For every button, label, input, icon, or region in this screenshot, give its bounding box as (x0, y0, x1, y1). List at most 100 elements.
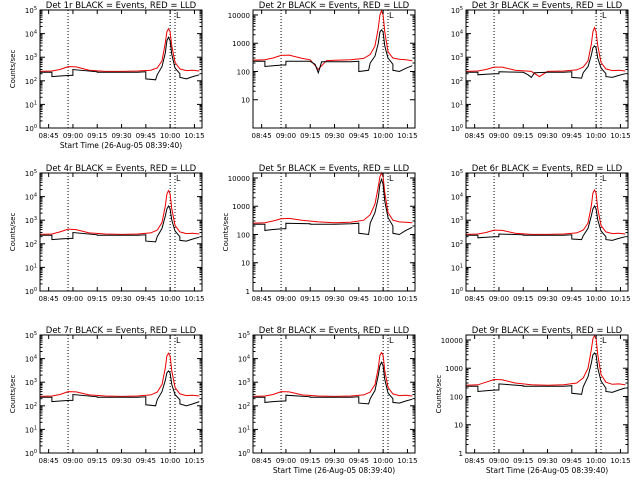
y-tick-base: 10000 (228, 175, 250, 183)
x-tick-label: 10:15 (610, 295, 630, 303)
panel-title: Det 7r BLACK = Events, RED = LLD (46, 326, 197, 336)
y-tick-base: 10 (451, 101, 460, 109)
detector-panel-9: Det 9r BLACK = Events, RED = LLD Counts/s… (435, 326, 631, 475)
y-tick-label: 102 (25, 402, 37, 411)
y-tick-label: 101 (451, 263, 463, 272)
y-tick-label: 104 (25, 30, 37, 39)
y-tick-base: 10 (25, 217, 34, 225)
events-series-line (40, 370, 200, 407)
lld-series-line (253, 9, 413, 71)
x-tick-label: 09:00 (63, 132, 83, 140)
events-series-line (253, 361, 413, 405)
lld-series-line (466, 188, 626, 235)
y-tick-label: 101 (451, 100, 463, 109)
x-tick-label: 09:00 (276, 132, 296, 140)
y-tick-base: 10 (25, 7, 34, 15)
y-tick-exponent: 3 (460, 53, 463, 59)
y-tick-label: 105 (451, 169, 463, 178)
x-tick-label: 09:30 (111, 457, 131, 465)
x-tick-label: 10:15 (397, 457, 417, 465)
y-tick-exponent: 1 (34, 425, 37, 431)
x-tick-label: 10:15 (184, 295, 204, 303)
y-tick-base: 10 (451, 170, 460, 178)
y-tick-base: 10 (25, 379, 34, 387)
x-tick-label: 10:15 (610, 457, 630, 465)
x-tick-label: 09:15 (513, 295, 533, 303)
detector-panel-3: Det 3r BLACK = Events, RED = LLD 08:45 09:… (451, 1, 631, 140)
events-series-line (466, 204, 626, 241)
lld-series-line (253, 351, 413, 397)
y-tick-label: 103 (451, 53, 463, 62)
y-tick-base: 100 (450, 393, 463, 401)
y-tick-exponent: 5 (460, 169, 463, 175)
y-tick-base: 10 (451, 125, 460, 133)
legend-marker: L (389, 336, 394, 345)
x-tick-label: 09:45 (562, 132, 582, 140)
y-tick-label: 10000 (228, 175, 250, 183)
x-tick-label: 10:15 (397, 295, 417, 303)
y-tick-exponent: 2 (460, 77, 463, 83)
y-tick-exponent: 1 (460, 263, 463, 269)
x-tick-label: 09:00 (489, 295, 509, 303)
y-tick-exponent: 0 (460, 124, 463, 130)
lld-series-line (40, 189, 200, 235)
y-tick-label: 102 (25, 240, 37, 249)
y-tick-exponent: 5 (34, 331, 37, 337)
y-tick-base: 10 (454, 422, 463, 430)
y-tick-base: 10 (25, 264, 34, 272)
x-tick-label: 09:30 (537, 295, 557, 303)
y-tick-exponent: 1 (34, 263, 37, 269)
y-tick-label: 105 (25, 6, 37, 15)
x-tick-label: 10:15 (184, 132, 204, 140)
x-tick-label: 10:00 (160, 295, 180, 303)
x-tick-label: 08:45 (465, 457, 485, 465)
y-tick-base: 10 (25, 241, 34, 249)
y-tick-exponent: 4 (247, 355, 250, 361)
legend-marker: L (602, 174, 607, 183)
plot-frame (252, 9, 416, 129)
lld-series-line (466, 334, 626, 386)
y-tick-label: 105 (451, 6, 463, 15)
y-tick-label: 103 (25, 53, 37, 62)
y-tick-label: 10 (241, 260, 250, 268)
y-tick-exponent: 4 (34, 355, 37, 361)
y-tick-exponent: 2 (34, 402, 37, 408)
y-tick-label: 10 (241, 97, 250, 105)
x-tick-label: 09:15 (87, 132, 107, 140)
x-tick-label: 09:45 (136, 132, 156, 140)
x-tick-label: 10:00 (586, 132, 606, 140)
y-axis-label: Counts/sec (222, 213, 230, 252)
y-axis-label: Counts/sec (9, 50, 17, 89)
x-tick-label: 09:30 (324, 295, 344, 303)
y-tick-exponent: 2 (34, 77, 37, 83)
x-tick-label: 10:00 (373, 295, 393, 303)
x-tick-label: 09:30 (111, 132, 131, 140)
y-axis-label: Counts/sec (9, 213, 17, 252)
y-tick-base: 10 (25, 426, 34, 434)
x-tick-label: 10:00 (373, 457, 393, 465)
y-tick-base: 10 (238, 356, 247, 364)
x-tick-label: 09:45 (562, 457, 582, 465)
y-tick-label: 100 (451, 287, 463, 296)
panel-title: Det 8r BLACK = Events, RED = LLD (259, 326, 410, 336)
x-tick-label: 09:15 (513, 132, 533, 140)
x-tick-label: 09:15 (87, 295, 107, 303)
x-axis-label: Start Time (26-Aug-05 08:39:40) (273, 466, 395, 475)
x-tick-label: 09:15 (87, 457, 107, 465)
x-tick-label: 09:45 (136, 457, 156, 465)
legend-marker: L (602, 336, 607, 345)
y-tick-label: 101 (25, 425, 37, 434)
plot-frame (252, 172, 416, 292)
x-tick-label: 08:45 (39, 295, 59, 303)
y-tick-label: 1000 (232, 203, 250, 211)
y-tick-base: 10000 (228, 12, 250, 20)
y-axis-label: Counts/sec (9, 375, 17, 414)
detector-panel-8: Det 8r BLACK = Events, RED = LLD Start Ti… (238, 326, 418, 475)
x-tick-label: 10:00 (160, 132, 180, 140)
x-tick-label: 09:30 (324, 457, 344, 465)
detector-panel-5: Det 5r BLACK = Events, RED = LLD Counts/s… (222, 164, 418, 303)
x-tick-label: 10:15 (184, 457, 204, 465)
x-axis-label: Start Time (26-Aug-05 08:39:40) (486, 466, 608, 475)
y-tick-exponent: 5 (34, 6, 37, 12)
y-tick-label: 100 (451, 124, 463, 133)
